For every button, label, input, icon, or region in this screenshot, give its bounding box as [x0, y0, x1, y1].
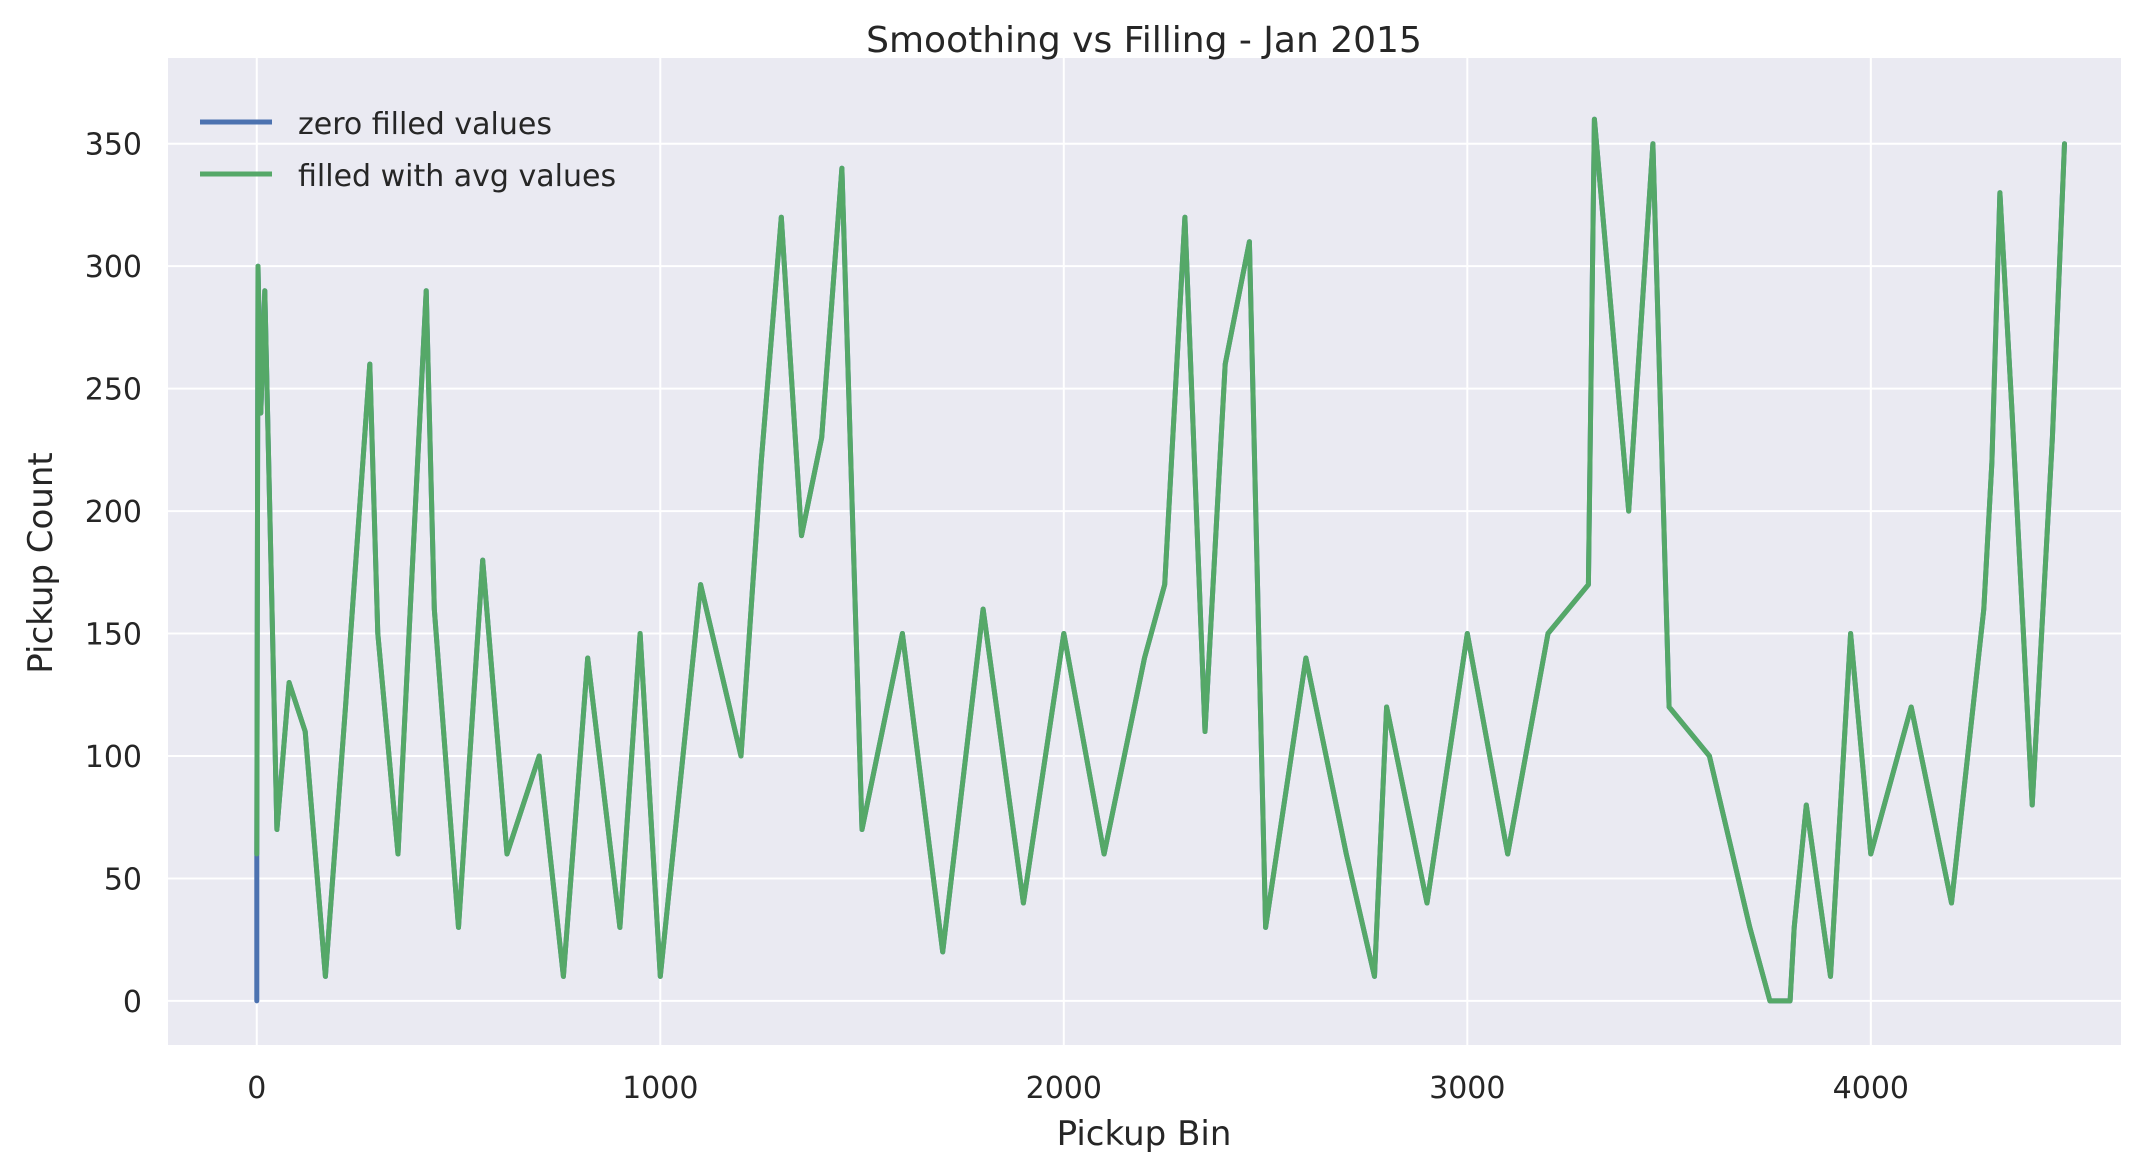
x-tick-label: 4000: [1833, 1071, 1909, 1106]
y-tick-label: 200: [85, 495, 142, 530]
x-tick-labels: 0 1000 2000 3000 4000: [247, 1071, 1909, 1106]
chart-title: Smoothing vs Filling - Jan 2015: [866, 20, 1422, 61]
series-line-avg-filled: [254, 116, 2067, 1004]
x-tick-label: 3000: [1429, 1071, 1505, 1106]
y-tick-label: 50: [104, 862, 142, 897]
y-tick-label: 150: [85, 618, 142, 653]
y-axis-label: Pickup Count: [21, 452, 61, 673]
y-tick-labels: 0 50 100 150 200 250 300 350: [85, 128, 142, 1020]
y-tick-label: 350: [85, 128, 142, 163]
legend-label-zero-filled: zero filled values: [298, 107, 552, 142]
plot-background: [168, 58, 2121, 1045]
x-tick-label: 0: [247, 1071, 266, 1106]
y-tick-label: 300: [85, 250, 142, 285]
series-layer: [254, 116, 2067, 1004]
x-tick-label: 1000: [622, 1071, 698, 1106]
y-tick-label: 100: [85, 740, 142, 775]
y-tick-label: 0: [123, 985, 142, 1020]
y-tick-label: 250: [85, 373, 142, 408]
legend: zero filled values filled with avg value…: [200, 107, 616, 194]
x-axis-label: Pickup Bin: [1057, 1114, 1232, 1154]
legend-label-avg-filled: filled with avg values: [298, 159, 616, 194]
gridlines: [168, 58, 2121, 1045]
x-tick-label: 2000: [1026, 1071, 1102, 1106]
